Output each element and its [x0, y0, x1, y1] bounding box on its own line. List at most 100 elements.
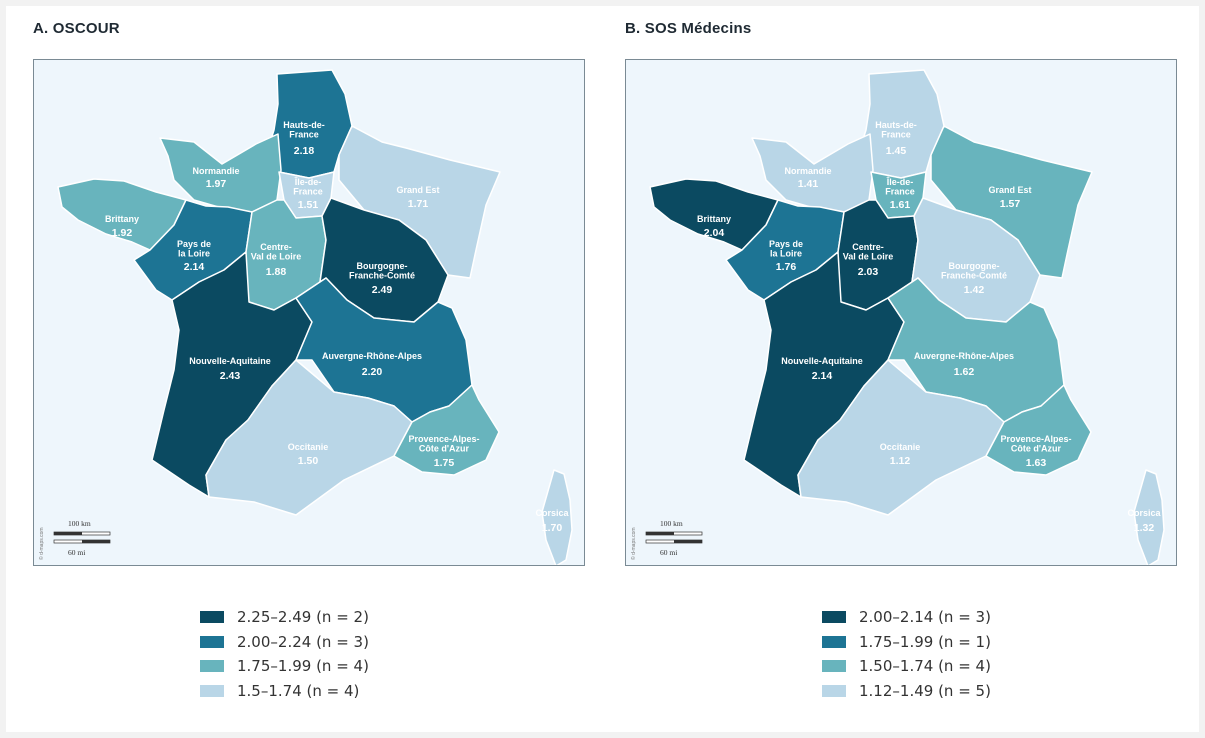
legend-label: 1.75–1.99 (n = 1)	[859, 632, 991, 651]
legend-label: 1.75–1.99 (n = 4)	[237, 657, 369, 676]
legend-sos-medecins: 2.00–2.14 (n = 3) 1.75–1.99 (n = 1) 1.50–1…	[822, 605, 991, 703]
region-value-paca: 1.75	[434, 457, 455, 469]
region-value-bre: 1.92	[112, 227, 133, 239]
region-label-idf: France	[885, 187, 915, 197]
region-label-paca: Provence-Alpes-	[1000, 434, 1071, 444]
region-value-pdl: 1.76	[776, 261, 797, 273]
region-label-na: Nouvelle-Aquitaine	[781, 356, 863, 366]
panel-b-title: B. SOS Médecins	[625, 20, 752, 37]
scale-bar: 100 km 60 mi	[645, 519, 703, 557]
legend-swatch	[200, 684, 224, 697]
region-label-bfc: Franche-Comté	[941, 271, 1007, 281]
region-label-cvl: Centre-	[260, 242, 292, 252]
legend-label: 1.12–1.49 (n = 5)	[859, 681, 991, 700]
region-value-paca: 1.63	[1026, 457, 1047, 469]
legend-item: 1.5–1.74 (n = 4)	[200, 679, 369, 704]
region-label-pdl: Pays de	[769, 239, 803, 249]
region-value-bfc: 2.49	[372, 284, 393, 296]
region-label-hdf: Hauts-de-	[283, 120, 325, 130]
region-value-ara: 2.20	[362, 366, 383, 378]
legend-item: 1.75–1.99 (n = 4)	[200, 654, 369, 679]
region-label-occ: Occitanie	[880, 442, 921, 452]
region-label-cvl: Val de Loire	[251, 252, 302, 262]
region-paca	[393, 384, 500, 476]
map-credit: © d-maps.com	[630, 527, 637, 560]
region-value-na: 2.43	[220, 370, 241, 382]
region-label-bfc: Bourgogne-	[357, 261, 408, 271]
legend-oscour: 2.25–2.49 (n = 2) 2.00–2.24 (n = 3) 1.75–1…	[200, 605, 369, 703]
legend-swatch	[822, 660, 846, 673]
legend-label: 1.5–1.74 (n = 4)	[237, 681, 360, 700]
region-label-pdl: la Loire	[770, 249, 802, 259]
legend-label: 2.00–2.14 (n = 3)	[859, 608, 991, 627]
svg-text:100 km: 100 km	[660, 519, 683, 528]
map-credit: © d-maps.com	[38, 527, 45, 560]
region-label-pdl: Pays de	[177, 239, 211, 249]
map-oscour: Hauts-de- France 2.18 Normandie 1.97 Île-de- F…	[33, 59, 585, 566]
region-label-hdf: France	[881, 130, 911, 140]
legend-swatch	[200, 611, 224, 624]
legend-item: 1.50–1.74 (n = 4)	[822, 654, 991, 679]
region-label-cvl: Val de Loire	[843, 252, 894, 262]
svg-text:100 km: 100 km	[68, 519, 91, 528]
region-label-idf: Île-de-	[294, 176, 322, 187]
region-value-hdf: 1.45	[886, 145, 907, 157]
region-cor	[541, 469, 573, 565]
region-value-ge: 1.57	[1000, 198, 1021, 210]
region-label-bfc: Franche-Comté	[349, 271, 415, 281]
region-paca	[985, 384, 1092, 476]
region-label-hdf: France	[289, 130, 319, 140]
scale-bar: 100 km 60 mi	[53, 519, 111, 557]
region-value-cor: 1.32	[1134, 522, 1155, 534]
region-value-na: 2.14	[812, 370, 833, 382]
region-value-cor: 1.70	[542, 522, 563, 534]
region-cor	[1133, 469, 1165, 565]
region-value-cvl: 2.03	[858, 266, 879, 278]
region-value-nor: 1.41	[798, 178, 819, 190]
region-ge	[338, 125, 501, 279]
region-label-ge: Grand Est	[988, 185, 1031, 195]
region-value-idf: 1.61	[890, 199, 911, 211]
legend-swatch	[200, 635, 224, 648]
region-label-paca: Côte d'Azur	[1011, 444, 1062, 454]
region-value-occ: 1.12	[890, 455, 911, 467]
region-value-bfc: 1.42	[964, 284, 985, 296]
region-label-occ: Occitanie	[288, 442, 329, 452]
legend-swatch	[200, 660, 224, 673]
legend-label: 2.00–2.24 (n = 3)	[237, 632, 369, 651]
region-label-nor: Normandie	[192, 166, 239, 176]
region-value-occ: 1.50	[298, 455, 319, 467]
region-label-na: Nouvelle-Aquitaine	[189, 356, 271, 366]
region-label-bre: Brittany	[105, 214, 139, 224]
region-label-ara: Auvergne-Rhône-Alpes	[322, 351, 422, 361]
region-label-pdl: la Loire	[178, 249, 210, 259]
region-value-ara: 1.62	[954, 366, 975, 378]
legend-swatch	[822, 635, 846, 648]
region-label-bfc: Bourgogne-	[949, 261, 1000, 271]
region-label-idf: France	[293, 187, 323, 197]
region-value-hdf: 2.18	[294, 145, 315, 157]
region-label-idf: Île-de-	[886, 176, 914, 187]
legend-item: 2.00–2.14 (n = 3)	[822, 605, 991, 630]
region-value-cvl: 1.88	[266, 266, 287, 278]
svg-text:60 mi: 60 mi	[68, 548, 85, 557]
region-label-ara: Auvergne-Rhône-Alpes	[914, 351, 1014, 361]
region-label-cor: Corsica	[535, 508, 569, 518]
legend-item: 2.25–2.49 (n = 2)	[200, 605, 369, 630]
map-sos-medecins: Hauts-de- France 1.45 Normandie 1.41 Île-de- F…	[625, 59, 1177, 566]
region-label-cvl: Centre-	[852, 242, 884, 252]
region-label-ge: Grand Est	[396, 185, 439, 195]
region-label-cor: Corsica	[1127, 508, 1161, 518]
legend-label: 2.25–2.49 (n = 2)	[237, 608, 369, 627]
region-value-idf: 1.51	[298, 199, 319, 211]
legend-swatch	[822, 611, 846, 624]
region-value-pdl: 2.14	[184, 261, 205, 273]
svg-text:60 mi: 60 mi	[660, 548, 677, 557]
legend-item: 2.00–2.24 (n = 3)	[200, 630, 369, 655]
legend-label: 1.50–1.74 (n = 4)	[859, 657, 991, 676]
region-value-nor: 1.97	[206, 178, 227, 190]
region-label-paca: Provence-Alpes-	[408, 434, 479, 444]
region-ge	[930, 125, 1093, 279]
